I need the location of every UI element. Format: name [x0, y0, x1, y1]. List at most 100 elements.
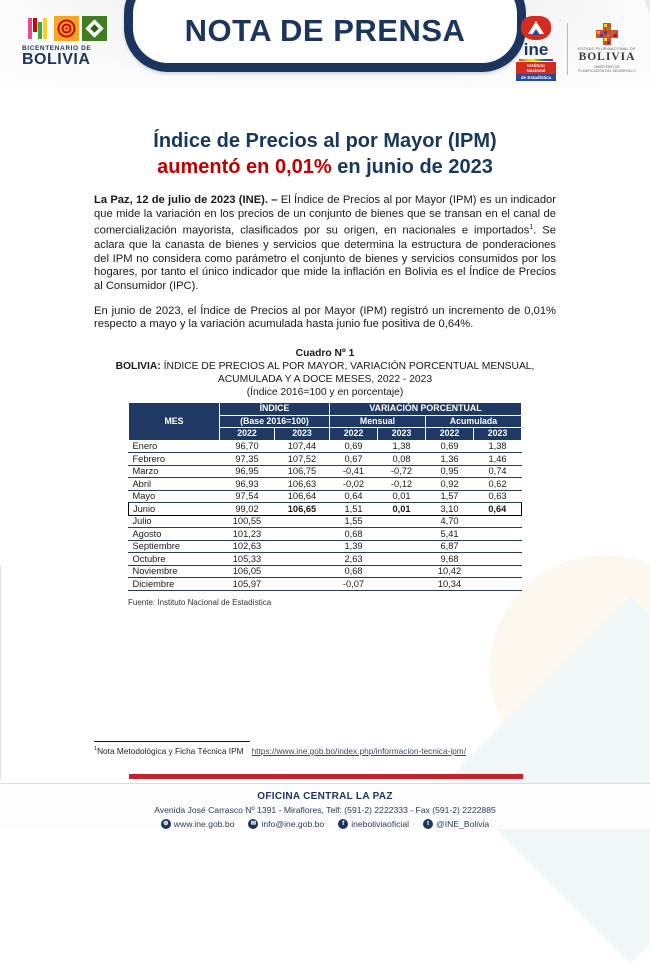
table-row: Noviembre 106,05 0,68 10,42 — [128, 565, 522, 579]
bolivia-cross-icon — [596, 23, 618, 46]
table-row: Abril 96,93 106,63 -0,02 -0,12 0,92 0,62 — [128, 477, 522, 491]
bicentenario-logo: BICENTENARIO DE BOLIVIA — [20, 16, 112, 68]
cell-value — [473, 577, 522, 591]
footnote-sup: 1 — [94, 746, 98, 753]
bolivia-logo-ministry: MINISTERIO DE PLANIFICACIÓN DEL DESARROL… — [576, 65, 638, 74]
table-row: Octubre 105,33 2,63 9,68 — [128, 552, 522, 566]
banner-title: NOTA DE PRENSA — [184, 13, 466, 48]
cell-mes: Abril — [128, 477, 220, 491]
cell-value: 1,55 — [329, 515, 378, 529]
table-caption: Cuadro Nº 1 BOLIVIA: ÍNDICE DE PRECIOS A… — [94, 347, 556, 399]
bicentenario-diamond-icon — [82, 16, 107, 41]
cell-value: 100,55 — [219, 515, 275, 529]
cell-value: 0,64 — [329, 490, 378, 504]
cell-value: 0,69 — [329, 440, 378, 454]
cell-value: 10,42 — [425, 565, 474, 579]
footer-red-bar — [129, 774, 523, 779]
bicentenario-icon — [26, 16, 112, 41]
cell-mes: Junio — [127, 502, 220, 516]
table-body: Enero 96,70 107,44 0,69 1,38 0,69 1,38 Febrero 9… — [127, 440, 522, 591]
cell-value: 0,74 — [473, 465, 522, 479]
ine-mountain-icon — [521, 16, 551, 40]
cell-value: 1,57 — [425, 490, 474, 504]
table-title: BOLIVIA: ÍNDICE DE PRECIOS AL POR MAYOR,… — [94, 360, 556, 386]
cell-value: 102,63 — [219, 540, 275, 554]
footer-email-label: info@ine.gob.bo — [261, 819, 325, 829]
table-source: Fuente: Instituto Nacional de Estadístic… — [128, 597, 272, 607]
footer-office-title: OFICINA CENTRAL LA PAZ — [257, 791, 393, 802]
cell-value — [274, 565, 330, 579]
cell-value: 0,08 — [377, 452, 426, 466]
twitter-icon: t — [423, 819, 434, 829]
bolivia-logo-ministry-line1: MINISTERIO DE — [594, 64, 620, 69]
cell-value: 0,67 — [329, 452, 378, 466]
footer-email: ✉ info@ine.gob.bo — [248, 819, 324, 829]
table-row: Junio 99,02 106,65 1,51 0,01 3,10 0,64 — [127, 502, 522, 516]
cell-mes: Noviembre — [128, 565, 220, 579]
cell-value — [473, 552, 522, 566]
decorative-diamond — [446, 596, 650, 964]
cell-value: -0,41 — [329, 465, 378, 479]
cell-value: 106,05 — [219, 565, 275, 579]
table-title-bold: BOLIVIA: — [115, 361, 161, 373]
cell-value: -0,02 — [329, 477, 378, 491]
table-row: Mayo 97,54 106,64 0,64 0,01 1,57 0,63 — [128, 490, 522, 504]
cell-value: 3,10 — [425, 502, 474, 516]
ine-logo: ine Instituto Nacional de Estadística — [513, 16, 559, 81]
cell-value: 96,95 — [219, 465, 275, 479]
cell-value: 96,70 — [219, 440, 275, 454]
cell-mes: Septiembre — [128, 540, 220, 554]
table-row: Agosto 101,23 0,68 5,41 — [128, 527, 522, 541]
cell-value: 107,52 — [274, 452, 330, 466]
cell-value: -0,12 — [377, 477, 426, 491]
footnote-link[interactable]: https://www.ine.gob.bo/index.php/informa… — [251, 746, 467, 756]
header-variacion: VARIACIÓN PORCENTUAL — [329, 402, 522, 416]
header-year: 2023 — [473, 427, 522, 441]
bolivia-logo-ministry-line2: PLANIFICACIÓN DEL DESARROLLO — [578, 69, 636, 74]
cell-value: 1,38 — [377, 440, 426, 454]
cell-mes: Marzo — [128, 465, 220, 479]
cell-value: 1,46 — [473, 452, 522, 466]
page-title: Índice de Precios al por Mayor (IPM) aum… — [94, 128, 556, 180]
ine-wordmark: ine — [523, 40, 549, 59]
cell-value: 0,69 — [425, 440, 474, 454]
cell-value: 1,39 — [329, 540, 378, 554]
cell-value — [377, 515, 426, 529]
cell-value: 105,97 — [219, 577, 275, 591]
header-logos: ine Instituto Nacional de Estadística — [513, 16, 638, 81]
cell-value — [274, 552, 330, 566]
paragraph-2: En junio de 2023, el Índice de Precios a… — [94, 304, 556, 331]
bicentenario-text: BICENTENARIO DE — [22, 45, 92, 52]
cell-value: 97,35 — [219, 452, 275, 466]
cell-value — [274, 515, 330, 529]
cell-value: 0,68 — [329, 565, 378, 579]
header-year: 2023 — [377, 427, 426, 441]
cell-value: 5,41 — [425, 527, 474, 541]
title-line2-rest: en junio de 2023 — [331, 156, 493, 178]
cell-value: 0,68 — [329, 527, 378, 541]
cell-value — [377, 552, 426, 566]
paragraph-1-text: . Se aclara que la canasta de bienes y s… — [94, 225, 556, 292]
cell-value: 0,63 — [473, 490, 522, 504]
table-row: Julio 100,55 1,55 4,70 — [128, 515, 522, 529]
email-icon: ✉ — [248, 819, 259, 829]
cell-value: 4,70 — [425, 515, 474, 529]
header-indice: ÍNDICE — [218, 402, 331, 416]
footer-facebook-label: ineboliviaoficial — [351, 819, 410, 829]
cell-value — [473, 515, 522, 529]
footnote-marker: 1 — [529, 224, 534, 232]
footer: OFICINA CENTRAL LA PAZ Avenida José Carr… — [0, 783, 650, 829]
bolivia-logo-name: BOLIVIA — [578, 51, 636, 64]
ine-subtitle: Instituto Nacional — [516, 62, 556, 74]
paragraph-1: La Paz, 12 de julio de 2023 (INE). – El … — [94, 194, 556, 294]
globe-icon: ⊕ — [160, 819, 171, 829]
cell-value — [473, 540, 522, 554]
bicentenario-stripes-icon — [26, 16, 51, 41]
cell-value: 0,01 — [377, 490, 426, 504]
cell-value: 106,63 — [274, 477, 330, 491]
table-row: Diciembre 105,97 -0,07 10,34 — [128, 577, 522, 591]
footer-website-label: www.ine.gob.bo — [173, 819, 235, 829]
cell-value: 9,68 — [425, 552, 474, 566]
footer-website: ⊕ www.ine.gob.bo — [160, 819, 235, 829]
cell-value: 6,87 — [425, 540, 474, 554]
